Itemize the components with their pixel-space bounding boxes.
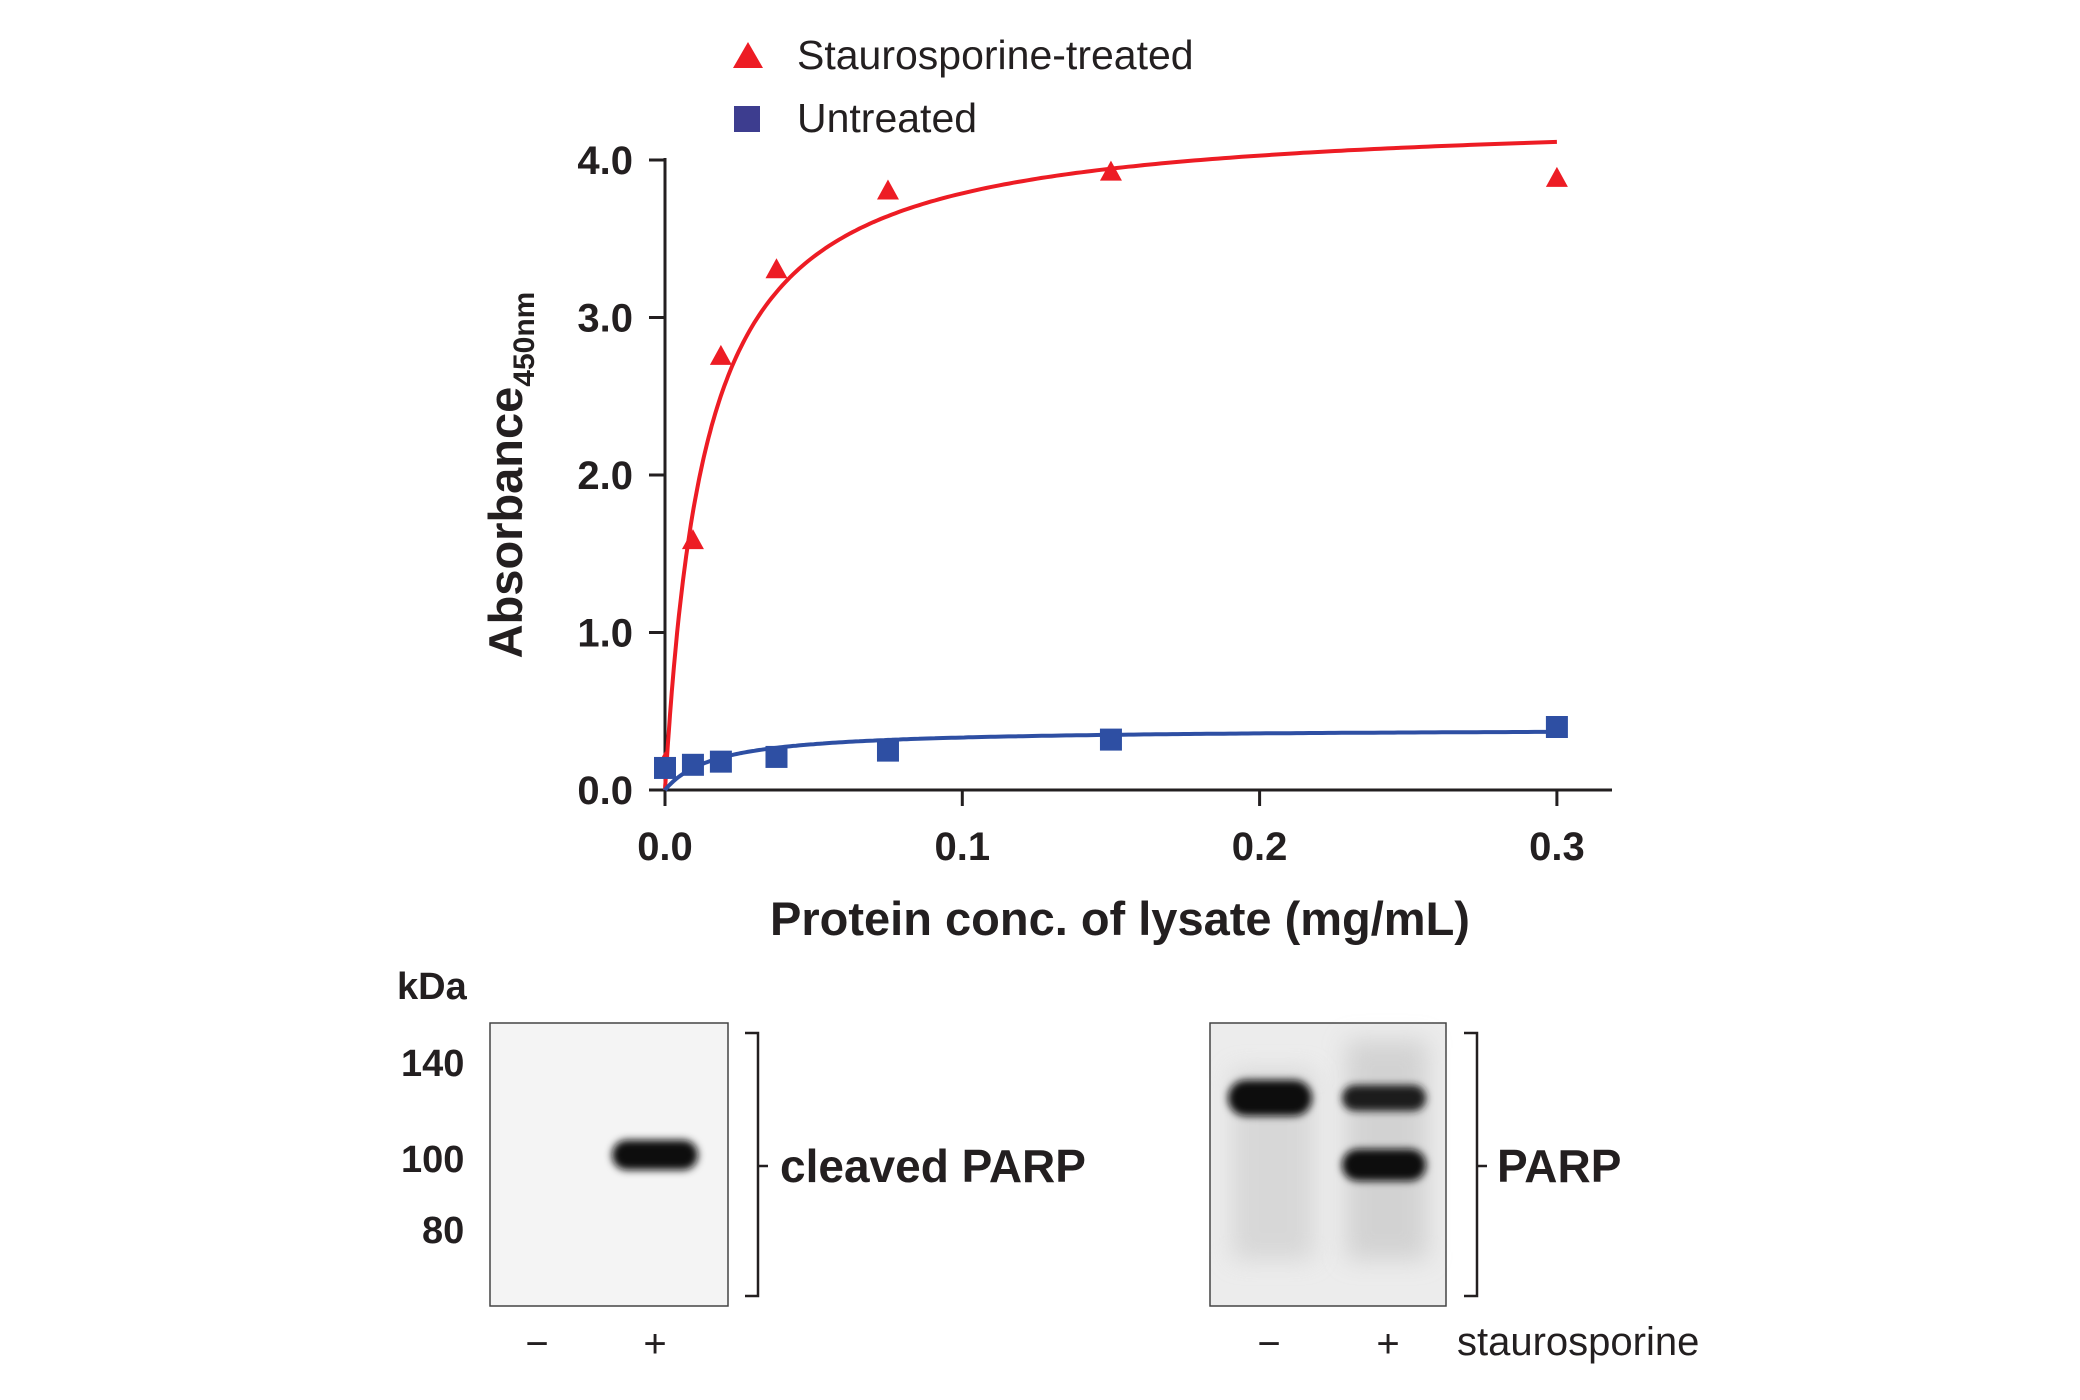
lane-minus-right: − bbox=[1257, 1322, 1280, 1366]
label-cleaved-parp: cleaved PARP bbox=[780, 1140, 1086, 1192]
label-parp: PARP bbox=[1497, 1140, 1621, 1192]
data-point-staurosporine bbox=[681, 529, 704, 550]
legend-item-staurosporine: Staurosporine-treated bbox=[733, 32, 1194, 78]
data-point-staurosporine bbox=[1099, 160, 1122, 181]
x-axis-ticks: 0.0 0.1 0.2 0.3 bbox=[637, 790, 1585, 869]
kda-label: kDa bbox=[397, 966, 468, 1008]
legend-label-untreated: Untreated bbox=[797, 95, 977, 141]
data-point-untreated bbox=[709, 750, 732, 773]
data-point-staurosporine bbox=[765, 258, 788, 279]
data-point-untreated bbox=[876, 739, 899, 762]
fit-curve-staurosporine bbox=[663, 139, 1557, 790]
marker-80: 80 bbox=[422, 1210, 464, 1252]
y-axis-title-main: Absorbance bbox=[479, 387, 532, 659]
y-tick-label: 3.0 bbox=[577, 297, 633, 341]
legend-triangle-marker bbox=[733, 42, 763, 68]
legend-square-marker bbox=[734, 106, 760, 132]
band-cleaved-parp bbox=[612, 1140, 698, 1170]
data-point-staurosporine bbox=[709, 344, 732, 365]
data-point-untreated bbox=[654, 756, 676, 779]
lane-plus-left: + bbox=[643, 1322, 666, 1366]
y-tick-label: 4.0 bbox=[577, 139, 633, 183]
legend-item-untreated: Untreated bbox=[734, 95, 977, 141]
y-axis-title: Absorbance450nm bbox=[479, 292, 541, 659]
data-point-staurosporine bbox=[1545, 166, 1568, 187]
chart-legend: Staurosporine-treated Untreated bbox=[733, 32, 1194, 141]
blot-cleaved-parp bbox=[489, 1022, 729, 1307]
x-axis-title: Protein conc. of lysate (mg/mL) bbox=[770, 892, 1470, 945]
western-blots: kDa 140 100 80 cleaved PARP PARP − + − +… bbox=[397, 966, 1699, 1366]
y-axis-ticks: 0.0 1.0 2.0 3.0 4.0 bbox=[577, 139, 665, 813]
data-point-untreated bbox=[1099, 728, 1122, 751]
band-parp-full-minus bbox=[1228, 1080, 1312, 1116]
x-tick-label: 0.2 bbox=[1232, 825, 1288, 869]
marker-140: 140 bbox=[401, 1043, 464, 1085]
y-tick-label: 0.0 bbox=[577, 769, 633, 813]
y-axis-title-subscript: 450nm bbox=[508, 292, 541, 387]
data-point-untreated bbox=[1545, 716, 1568, 738]
legend-label-staurosporine: Staurosporine-treated bbox=[797, 32, 1194, 78]
blot-parp bbox=[1209, 1022, 1447, 1307]
lane-plus-right: + bbox=[1376, 1322, 1399, 1366]
data-point-untreated bbox=[681, 753, 704, 776]
bracket-right bbox=[1464, 1031, 1479, 1298]
treatment-label: staurosporine bbox=[1457, 1320, 1699, 1364]
data-point-untreated bbox=[765, 745, 788, 768]
band-parp-full-plus bbox=[1342, 1085, 1426, 1111]
y-tick-label: 2.0 bbox=[577, 454, 633, 498]
band-parp-cleaved-plus bbox=[1342, 1149, 1426, 1181]
x-tick-label: 0.0 bbox=[637, 825, 693, 869]
marker-100: 100 bbox=[401, 1139, 464, 1181]
x-tick-label: 0.1 bbox=[934, 825, 990, 869]
plot-axes: 0.0 1.0 2.0 3.0 4.0 0.0 0.1 0.2 0.3 bbox=[577, 139, 1612, 869]
bracket-left bbox=[745, 1031, 760, 1298]
lane-minus-left: − bbox=[525, 1322, 548, 1366]
plot-data bbox=[654, 139, 1568, 792]
data-point-staurosporine bbox=[876, 179, 899, 200]
x-tick-label: 0.3 bbox=[1529, 825, 1585, 869]
y-tick-label: 1.0 bbox=[577, 612, 633, 656]
